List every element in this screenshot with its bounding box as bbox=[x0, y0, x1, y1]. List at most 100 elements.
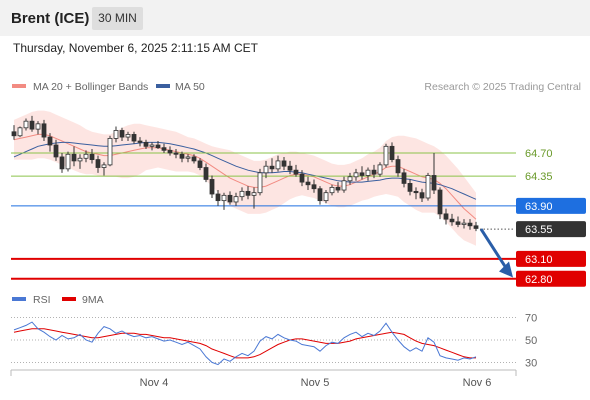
candle bbox=[173, 148, 179, 159]
candle bbox=[401, 168, 407, 188]
candle bbox=[383, 143, 389, 168]
candle bbox=[389, 142, 395, 163]
candle bbox=[17, 126, 23, 138]
legend-swatch-ma50 bbox=[156, 84, 170, 88]
level-label-0: 64.70 bbox=[525, 148, 553, 160]
candle bbox=[209, 175, 215, 198]
x-tick-label: Nov 5 bbox=[301, 377, 330, 389]
candle bbox=[455, 216, 461, 228]
candle bbox=[23, 118, 29, 131]
candle bbox=[59, 152, 65, 173]
candle bbox=[191, 154, 197, 164]
candle bbox=[329, 184, 335, 196]
legend-label-ma50: MA 50 bbox=[175, 81, 205, 93]
candle bbox=[347, 172, 353, 185]
candle bbox=[41, 119, 47, 142]
candle bbox=[275, 155, 281, 172]
legend-swatch-rsi bbox=[12, 297, 26, 301]
rsi-legend: RSI 9MA bbox=[12, 294, 104, 306]
level-tag-2 bbox=[516, 197, 586, 214]
candle bbox=[197, 158, 203, 171]
level-tag-3 bbox=[516, 221, 586, 238]
candle bbox=[257, 168, 263, 196]
instrument-title: Brent (ICE) bbox=[11, 10, 90, 27]
ma50-line bbox=[13, 141, 477, 200]
candle bbox=[155, 141, 161, 149]
candle bbox=[473, 221, 479, 232]
legend-label-9ma: 9MA bbox=[82, 294, 104, 306]
candle bbox=[131, 131, 137, 144]
forecast-arrow-head bbox=[499, 261, 513, 278]
forecast-arrow-shaft bbox=[479, 228, 509, 271]
rsi-tick-label: 70 bbox=[525, 313, 537, 325]
legend-swatch-ma20 bbox=[12, 84, 26, 88]
rsi-panel: 70 50 30 bbox=[11, 313, 537, 369]
legend-label-ma20: MA 20 + Bollinger Bands bbox=[33, 81, 148, 93]
candle bbox=[89, 148, 95, 164]
rsi-tick-label: 50 bbox=[525, 335, 537, 347]
candle bbox=[323, 190, 329, 204]
candle bbox=[125, 131, 131, 142]
x-axis: Nov 4 Nov 5 Nov 6 bbox=[10, 370, 517, 389]
candle bbox=[263, 160, 269, 179]
level-label-1: 64.35 bbox=[525, 171, 553, 183]
candle bbox=[215, 190, 221, 206]
candle bbox=[407, 179, 413, 196]
candle bbox=[413, 187, 419, 200]
x-tick-label: Nov 4 bbox=[140, 377, 169, 389]
level-tag-5 bbox=[516, 270, 586, 287]
candle bbox=[311, 179, 317, 193]
level-label-2: 63.90 bbox=[525, 201, 553, 213]
level-label-5: 62.80 bbox=[525, 274, 553, 286]
candle bbox=[341, 176, 347, 193]
candle bbox=[317, 186, 323, 205]
candle bbox=[203, 163, 209, 183]
candle bbox=[77, 154, 83, 169]
rsi-9ma-line bbox=[13, 328, 476, 359]
candle bbox=[359, 166, 365, 180]
candle bbox=[467, 219, 473, 230]
price-legend: MA 20 + Bollinger Bands MA 50 Research ©… bbox=[12, 81, 581, 93]
candle bbox=[35, 121, 41, 135]
candle bbox=[53, 139, 59, 161]
rsi-line bbox=[13, 321, 477, 366]
candle bbox=[143, 139, 149, 149]
forecast-arrow-layer bbox=[479, 228, 513, 278]
legend-label-rsi: RSI bbox=[33, 294, 51, 306]
candle bbox=[95, 155, 101, 173]
candle bbox=[443, 208, 449, 225]
candle bbox=[293, 164, 299, 177]
candle bbox=[221, 192, 227, 210]
candle bbox=[305, 176, 311, 191]
candle bbox=[167, 146, 173, 156]
candles-layer bbox=[11, 115, 479, 232]
level-label-3: 63.55 bbox=[525, 224, 553, 236]
candle bbox=[377, 162, 383, 177]
bollinger-band-layer bbox=[14, 110, 476, 246]
candle bbox=[149, 142, 155, 151]
candle bbox=[269, 158, 275, 173]
bollinger-band-fill bbox=[14, 110, 476, 246]
candle bbox=[239, 187, 245, 201]
candle bbox=[71, 146, 77, 167]
candle bbox=[461, 219, 467, 229]
chart-timestamp: Thursday, November 6, 2025 2:11:15 AM CE… bbox=[13, 41, 259, 55]
candle bbox=[65, 151, 71, 172]
candle bbox=[287, 160, 293, 175]
candle bbox=[185, 154, 191, 163]
candle bbox=[335, 182, 341, 193]
candle bbox=[365, 167, 371, 181]
candle bbox=[449, 213, 455, 226]
timeframe-button[interactable]: 30 MIN bbox=[92, 7, 143, 30]
candle bbox=[47, 133, 53, 152]
candle bbox=[101, 162, 107, 176]
candle bbox=[179, 151, 185, 163]
candle bbox=[425, 172, 431, 201]
candle bbox=[137, 137, 143, 147]
legend-swatch-9ma bbox=[62, 297, 76, 301]
candle bbox=[353, 168, 359, 181]
header-bar: Brent (ICE) 30 MIN bbox=[0, 0, 590, 36]
candle bbox=[281, 156, 287, 171]
candle bbox=[29, 115, 35, 132]
candle bbox=[11, 125, 17, 140]
